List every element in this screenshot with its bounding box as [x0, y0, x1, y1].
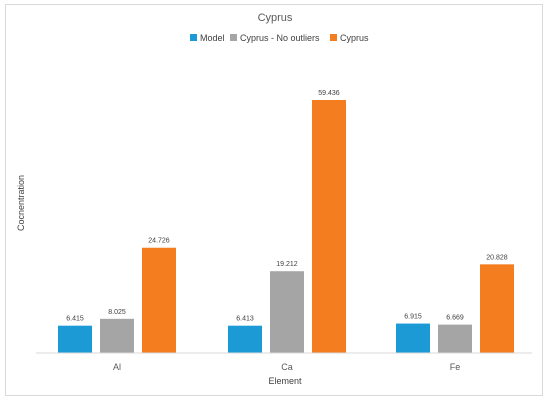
- bar-cyprus-al: [142, 247, 176, 353]
- data-label-cyprus-al: 24.726: [148, 238, 170, 245]
- bar-cyprus-no-outliers-ca: [270, 271, 304, 353]
- chart-title: Cyprus: [258, 12, 293, 24]
- legend: Model Cyprus - No outliers Cyprus: [190, 33, 369, 43]
- data-label-cyprus-no-outliers-ca: 19.212: [276, 261, 298, 268]
- bar-cyprus-no-outliers-al: [100, 318, 134, 353]
- bar-model-al: [58, 325, 92, 353]
- data-label-model-ca: 6.413: [236, 316, 254, 323]
- data-labels-group: 6.415 8.025 24.726 6.413 19.212 59.436 6.915 6.…: [66, 90, 508, 323]
- bar-model-ca: [228, 325, 262, 353]
- y-axis-label: Cocnentration: [16, 175, 26, 231]
- bars-group: [58, 100, 514, 353]
- data-label-cyprus-no-outliers-fe: 6.669: [446, 315, 464, 322]
- x-tick-label-ca: Ca: [281, 362, 293, 372]
- bar-cyprus-no-outliers-fe: [438, 324, 472, 353]
- legend-label-model: Model: [200, 33, 225, 43]
- bar-cyprus-fe: [480, 264, 514, 353]
- data-label-cyprus-fe: 20.828: [486, 254, 508, 261]
- x-tick-label-al: Al: [113, 362, 121, 372]
- data-label-model-fe: 6.915: [404, 314, 422, 321]
- legend-swatch-cyprus: [330, 34, 337, 41]
- data-label-model-al: 6.415: [66, 316, 84, 323]
- bar-cyprus-ca: [312, 100, 346, 353]
- legend-swatch-model: [190, 34, 197, 41]
- x-axis-label: Element: [268, 376, 302, 386]
- data-label-cyprus-ca: 59.436: [318, 90, 340, 97]
- x-tick-labels: Al Ca Fe: [113, 362, 460, 372]
- data-label-cyprus-no-outliers-al: 8.025: [108, 309, 126, 316]
- legend-label-cyprus: Cyprus: [340, 33, 369, 43]
- legend-swatch-cyprus-no-outliers: [230, 34, 237, 41]
- legend-label-cyprus-no-outliers: Cyprus - No outliers: [240, 33, 320, 43]
- bar-model-fe: [396, 323, 430, 353]
- x-tick-label-fe: Fe: [450, 362, 461, 372]
